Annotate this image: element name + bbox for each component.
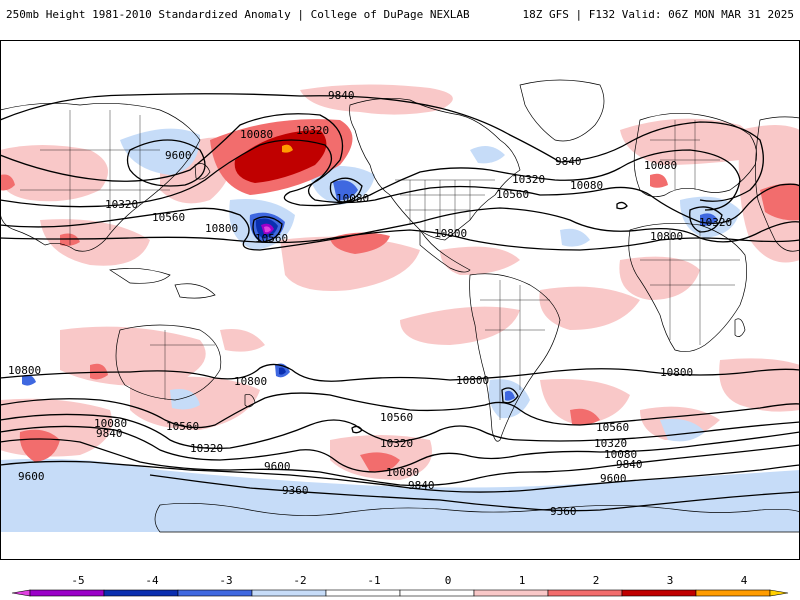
colorbar-segment <box>473 589 549 597</box>
colorbar-tick-label: -5 <box>71 574 84 587</box>
contour-label: 10800 <box>205 222 238 235</box>
contour-label: 9600 <box>165 149 192 162</box>
contour-label: 9360 <box>550 505 577 518</box>
contour-label: 9840 <box>616 458 643 471</box>
contour-label: 9360 <box>282 484 309 497</box>
contour-label: 10800 <box>660 366 693 379</box>
contour-label: 10800 <box>650 230 683 243</box>
contour-label: 10080 <box>644 159 677 172</box>
contour-label: 9840 <box>96 427 123 440</box>
contour-label: 10320 <box>594 437 627 450</box>
contour-label: 10320 <box>512 173 545 186</box>
colorbar-tick-label: -2 <box>293 574 306 587</box>
colorbar-ticks: -5-4-3-2-1012345 <box>71 574 748 587</box>
contour-label: 10080 <box>386 466 419 479</box>
colorbar-segment <box>103 589 179 597</box>
political-boundaries <box>20 110 740 420</box>
colorbar-tick-label: -1 <box>367 574 380 587</box>
contour-label: 10080 <box>570 179 603 192</box>
contour-label: 9600 <box>18 470 45 483</box>
contour-labels: 9840 9600 10080 10320 10320 10560 10800 … <box>8 89 732 518</box>
colorbar-segment <box>621 589 697 597</box>
colorbar-tick-label: -3 <box>219 574 232 587</box>
colorbar-tick-label: -4 <box>145 574 159 587</box>
contour-label: 10560 <box>255 232 288 245</box>
contour-label: 10320 <box>380 437 413 450</box>
colorbar-min-arrow <box>11 589 31 597</box>
colorbar-segments <box>11 589 789 597</box>
strong-positive-anomaly-fills <box>234 130 327 183</box>
contour-label: 9600 <box>600 472 627 485</box>
anomaly-colorbar: -5-4-3-2-1012345 <box>11 574 789 597</box>
height-contours <box>0 93 800 512</box>
contour-label: 10800 <box>434 227 467 240</box>
colorbar-segment <box>547 589 623 597</box>
anomaly-map: 9840 9600 10080 10320 10320 10560 10800 … <box>0 40 800 560</box>
contour-label: 10560 <box>166 420 199 433</box>
contour-label: 10560 <box>380 411 413 424</box>
contour-label: 10800 <box>234 375 267 388</box>
contour-label: 10320 <box>296 124 329 137</box>
colorbar-segment <box>29 589 105 597</box>
contour-label: 10560 <box>596 421 629 434</box>
contour-label: 9840 <box>555 155 582 168</box>
model-run-valid-time: 18Z GFS | F132 Valid: 06Z MON MAR 31 202… <box>522 8 794 21</box>
colorbar-segment <box>399 589 475 597</box>
contour-label: 10560 <box>152 211 185 224</box>
contour-label: 10080 <box>240 128 273 141</box>
contour-label: 9840 <box>408 479 435 492</box>
positive-anomaly-fills <box>0 84 800 480</box>
extreme-positive-anomaly-fills <box>282 144 293 153</box>
map-title: 250mb Height 1981-2010 Standardized Anom… <box>6 8 470 21</box>
colorbar-tick-label: 4 <box>741 574 748 587</box>
contour-label: 10320 <box>190 442 223 455</box>
colorbar-max-arrow <box>769 589 789 597</box>
colorbar-segment <box>695 589 771 597</box>
contour-label: 10320 <box>105 198 138 211</box>
colorbar-segment <box>251 589 327 597</box>
contour-label: 10320 <box>699 216 732 229</box>
contour-label: 9840 <box>328 89 355 102</box>
contour-label: 9600 <box>264 460 291 473</box>
colorbar-tick-label: 1 <box>519 574 526 587</box>
contour-label: 10800 <box>8 364 41 377</box>
contour-label: 10080 <box>336 192 369 205</box>
colorbar-segment <box>325 589 401 597</box>
contour-label: 10800 <box>456 374 489 387</box>
colorbar-segment <box>177 589 253 597</box>
contour-label: 10560 <box>496 188 529 201</box>
colorbar-tick-label: 2 <box>593 574 600 587</box>
colorbar-tick-label: 0 <box>445 574 452 587</box>
colorbar-tick-label: 3 <box>667 574 674 587</box>
contour-label: 10080 <box>604 448 637 461</box>
contour-label: 10080 <box>94 417 127 430</box>
